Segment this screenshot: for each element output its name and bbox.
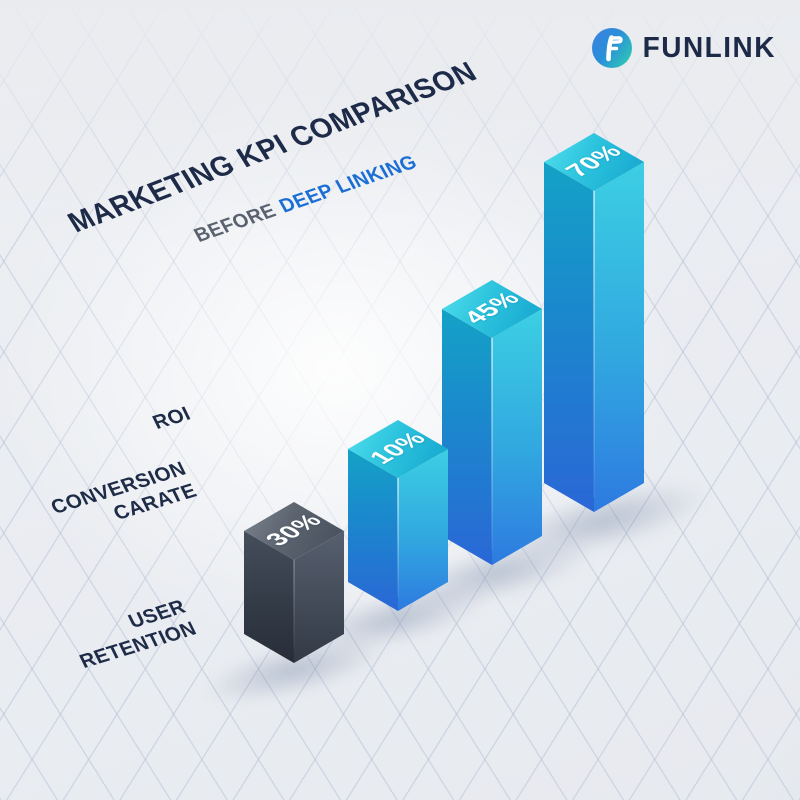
bar-front-edge [293,559,295,649]
bar-70pct: 70% [544,133,644,512]
bar-left-face [544,162,594,512]
bar-right-face [594,162,644,512]
category-label-user-retention: USER RETENTION [66,596,201,674]
funlink-f-icon [591,28,632,68]
subtitle-prefix: BEFORE [190,200,281,247]
bar-10pct: 10% [348,420,448,611]
bar-front-edge [593,190,595,498]
subtitle-highlight: DEEP LINKING [275,151,421,218]
brand-logo: FUNLINK [591,27,776,69]
brand-name: FUNLINK [642,31,776,64]
category-line: ROI [149,403,195,434]
category-label-conversion-rate: CONVERSION CARATE [47,458,200,541]
bar-left-face [442,309,492,565]
bar-left-face [348,449,398,611]
bar-45pct: 45% [442,280,542,565]
bar-front-edge [397,477,399,597]
bar-right-face [398,449,448,611]
bar-right-face [492,309,542,565]
bar-front-edge [491,337,493,551]
bar-30pct: 30% [244,502,344,663]
category-label-roi: ROI [150,403,196,435]
